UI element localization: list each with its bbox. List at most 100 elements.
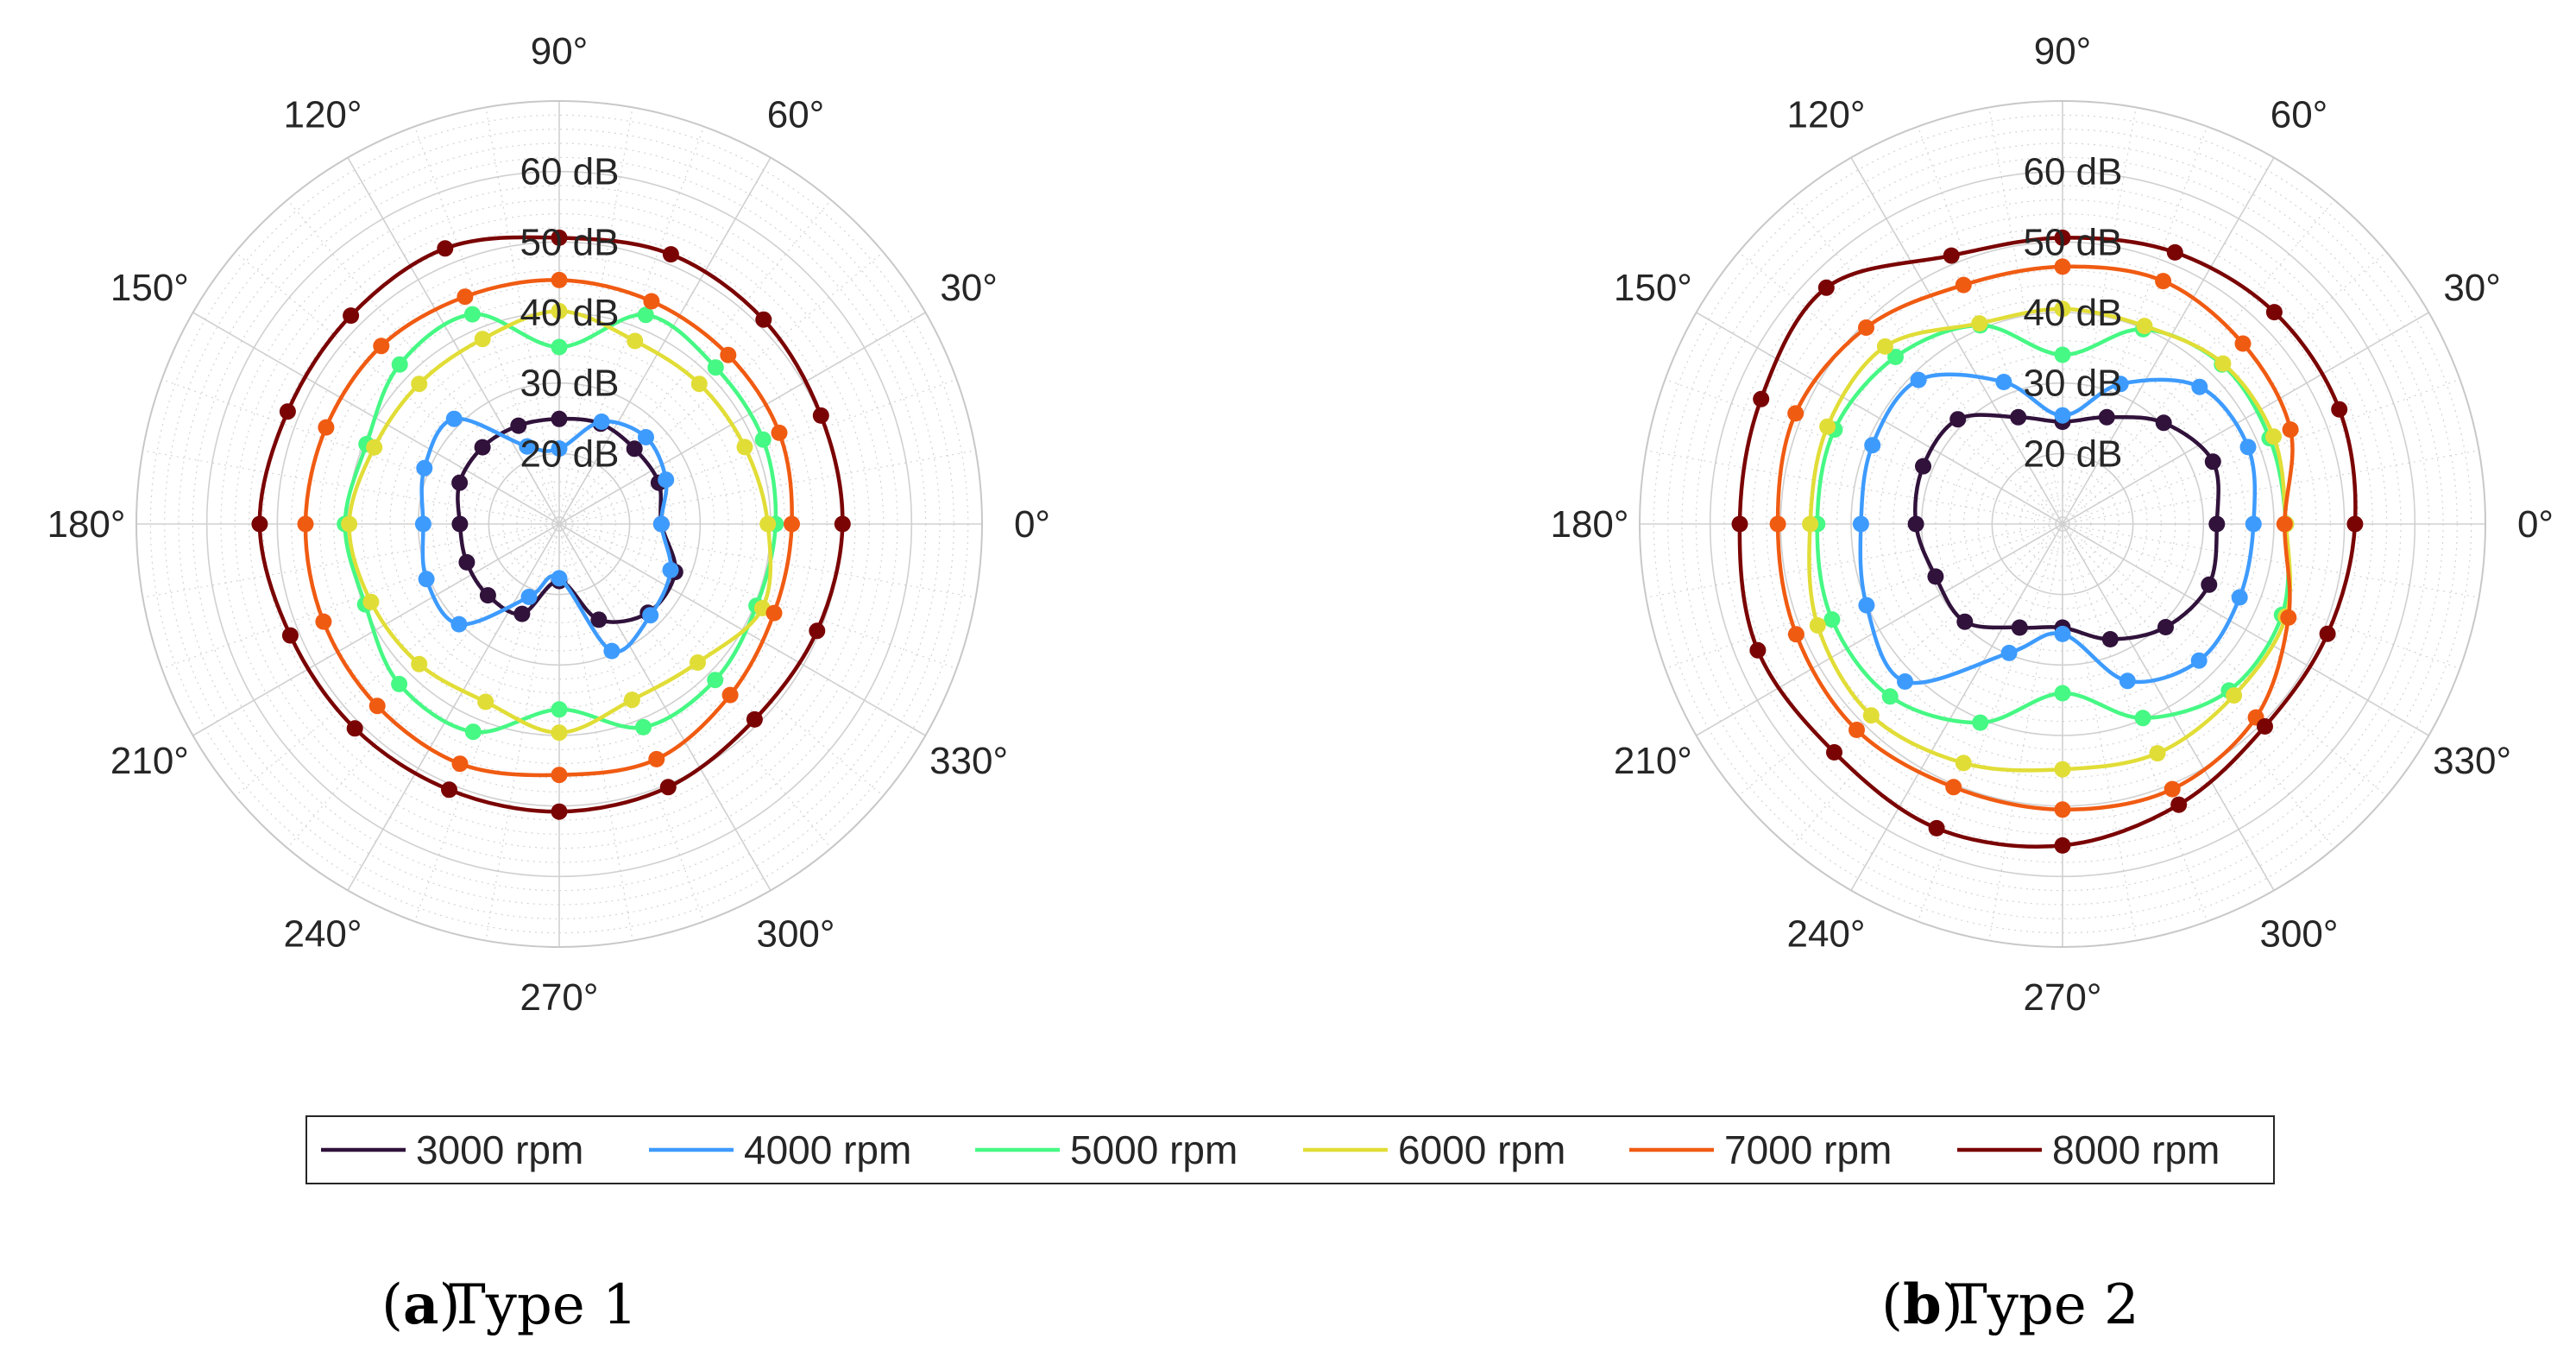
data-point	[341, 515, 358, 533]
data-point	[457, 288, 474, 306]
data-point	[638, 429, 654, 445]
data-point	[2054, 300, 2071, 318]
data-point	[2011, 619, 2028, 636]
data-point	[809, 622, 826, 640]
theta-tick-label: 240°	[1786, 913, 1865, 956]
major-grid-spoke	[2062, 312, 2429, 525]
data-point	[1852, 515, 1869, 533]
data-point	[343, 307, 360, 325]
data-point	[707, 359, 724, 376]
data-point	[2191, 378, 2208, 395]
major-grid-spoke	[1696, 312, 2063, 525]
data-point	[2239, 439, 2257, 456]
data-point	[510, 417, 527, 434]
data-point	[279, 403, 296, 420]
data-point	[551, 767, 568, 784]
data-point	[1927, 568, 1944, 585]
data-point	[551, 440, 568, 458]
data-point	[346, 720, 363, 737]
data-point	[754, 431, 772, 448]
data-point	[2190, 652, 2208, 669]
data-point	[648, 750, 665, 767]
legend-box	[305, 1115, 2275, 1184]
theta-tick-label: 240°	[283, 913, 362, 956]
legend-label: 5000 rpm	[1070, 1127, 1238, 1172]
theta-tick-label: 120°	[1786, 93, 1865, 136]
theta-tick-label: 150°	[110, 267, 189, 309]
data-point	[477, 693, 494, 710]
data-point	[2231, 589, 2248, 606]
data-point	[2149, 745, 2166, 762]
data-point	[593, 414, 610, 430]
data-point	[373, 338, 390, 355]
data-point	[1910, 371, 1927, 388]
caption-a-text: Type 1	[449, 1273, 638, 1337]
data-point	[1955, 754, 1972, 772]
r-tick-label: 40 dB	[520, 292, 620, 334]
data-point	[1907, 515, 1924, 533]
data-point	[451, 515, 469, 533]
data-point	[362, 593, 380, 610]
theta-tick-label: 0°	[1014, 503, 1050, 546]
theta-tick-label: 180°	[1550, 503, 1628, 546]
major-grid-spoke	[558, 523, 772, 891]
data-point	[2276, 515, 2293, 533]
data-point	[2234, 335, 2252, 352]
data-point	[2119, 672, 2136, 690]
data-point	[2170, 796, 2188, 813]
r-tick-label: 60 dB	[520, 151, 620, 193]
data-point	[642, 607, 659, 624]
data-point	[1864, 437, 1881, 454]
data-point	[474, 439, 491, 456]
data-point	[637, 306, 654, 324]
series-line-6000-rpm	[1807, 306, 2293, 773]
r-tick-label: 40 dB	[2024, 292, 2123, 334]
caption-a-label: (a)	[381, 1272, 460, 1337]
data-point	[1769, 515, 1786, 533]
theta-tick-label: 150°	[1614, 267, 1692, 309]
major-grid-spoke	[1696, 523, 2063, 736]
data-point	[2166, 243, 2183, 261]
caption-b: (b) Type 2	[1881, 1272, 2139, 1337]
data-point	[1787, 626, 1804, 643]
data-point	[812, 407, 829, 424]
data-point	[551, 302, 568, 319]
data-point	[368, 698, 386, 715]
legend-label: 6000 rpm	[1398, 1127, 1565, 1172]
data-point	[626, 440, 643, 458]
data-point	[1897, 673, 1913, 690]
data-point	[458, 553, 476, 571]
r-tick-label: 50 dB	[520, 221, 620, 263]
data-point	[1753, 390, 1770, 407]
data-point	[720, 346, 737, 363]
data-point	[1881, 688, 1899, 705]
data-point	[1955, 276, 1972, 294]
data-point	[1787, 405, 1804, 422]
data-point	[2098, 408, 2115, 426]
data-point	[2280, 609, 2297, 626]
data-point	[445, 410, 463, 427]
data-point	[391, 675, 408, 692]
major-grid-spoke	[192, 523, 560, 736]
data-point	[834, 515, 851, 533]
data-point	[411, 655, 428, 672]
data-point	[519, 438, 536, 455]
theta-tick-label: 90°	[2034, 30, 2092, 73]
data-point	[2201, 576, 2218, 593]
data-point	[2163, 780, 2181, 798]
polar-boundary	[1639, 100, 2486, 948]
data-point	[2257, 718, 2273, 735]
data-point	[1858, 319, 1874, 336]
major-grid-spoke	[558, 157, 772, 525]
theta-tick-label: 0°	[2517, 503, 2554, 546]
theta-tick-label: 330°	[929, 740, 1008, 782]
data-point	[551, 724, 568, 742]
data-point	[474, 331, 491, 348]
theta-tick-label: 120°	[283, 93, 362, 136]
data-point	[2054, 229, 2071, 246]
data-point	[590, 611, 608, 628]
data-point	[746, 710, 763, 728]
polar-chart-type-1: 20 dB 30 dB 40 dB 50 dB 60 dB 0° 30° 60° 90° 120°…	[47, 30, 1050, 1019]
data-point	[366, 439, 383, 456]
